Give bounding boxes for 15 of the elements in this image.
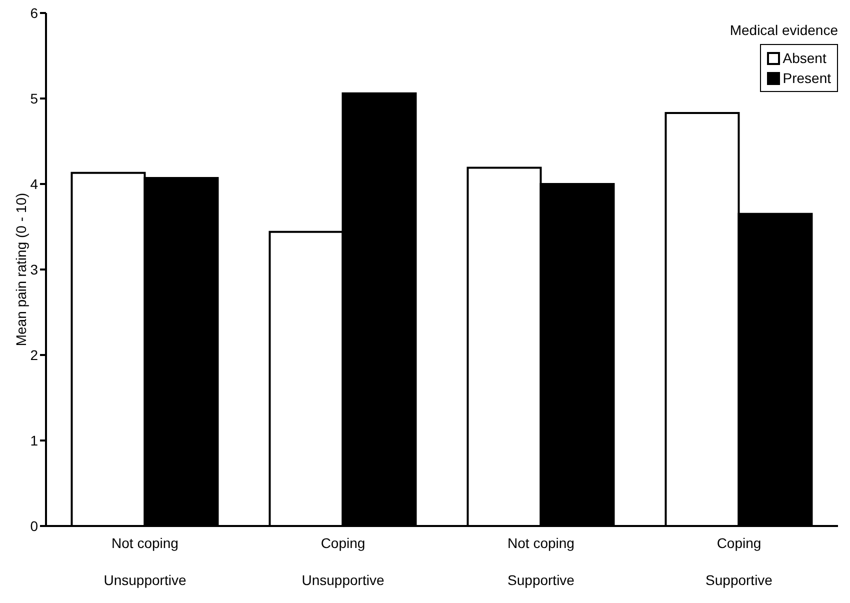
y-tick-label: 2 — [30, 346, 38, 363]
y-tick-label: 0 — [30, 518, 38, 534]
y-axis-title: Mean pain rating (0 - 10) — [12, 192, 29, 346]
legend-title: Medical evidence — [730, 22, 838, 38]
category-label: Coping Supportive — [706, 535, 772, 588]
category-label: Not coping Unsupportive — [104, 535, 186, 588]
legend-label: Present — [782, 69, 831, 88]
y-tick-label: 3 — [30, 261, 38, 278]
y-tick-label: 6 — [30, 4, 38, 21]
y-tick-label: 5 — [30, 90, 38, 106]
y-tick-label: 4 — [30, 176, 38, 192]
category-label: Coping Unsupportive — [302, 535, 384, 588]
legend-label: Absent — [782, 49, 826, 68]
category-label: Not coping Supportive — [508, 535, 574, 588]
y-tick-label: 1 — [30, 432, 38, 448]
